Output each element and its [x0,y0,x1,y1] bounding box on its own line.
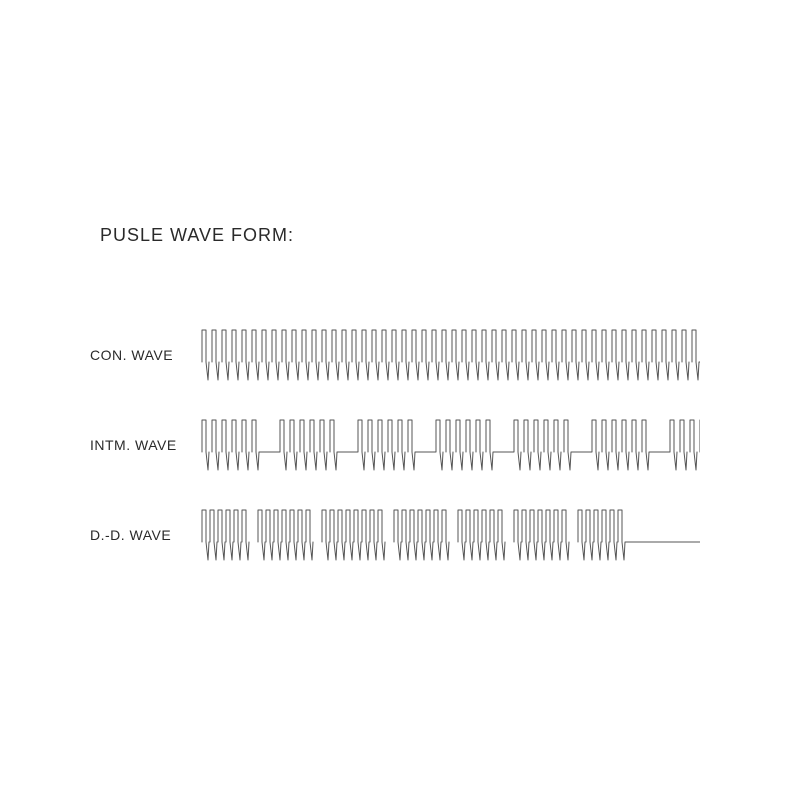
row-dd-wave: D.-D. WAVE [90,490,710,580]
row-label: INTM. WAVE [90,437,200,453]
row-svg [200,410,710,480]
row-label: D.-D. WAVE [90,527,200,543]
row-label: CON. WAVE [90,347,200,363]
page-title: PUSLE WAVE FORM: [100,225,294,246]
row-con-wave: CON. WAVE [90,310,710,400]
row-intm-wave: INTM. WAVE [90,400,710,490]
waveform-rows: CON. WAVE INTM. WAVE D.-D. WAVE [90,310,710,580]
row-svg [200,500,710,570]
row-svg [200,320,710,390]
